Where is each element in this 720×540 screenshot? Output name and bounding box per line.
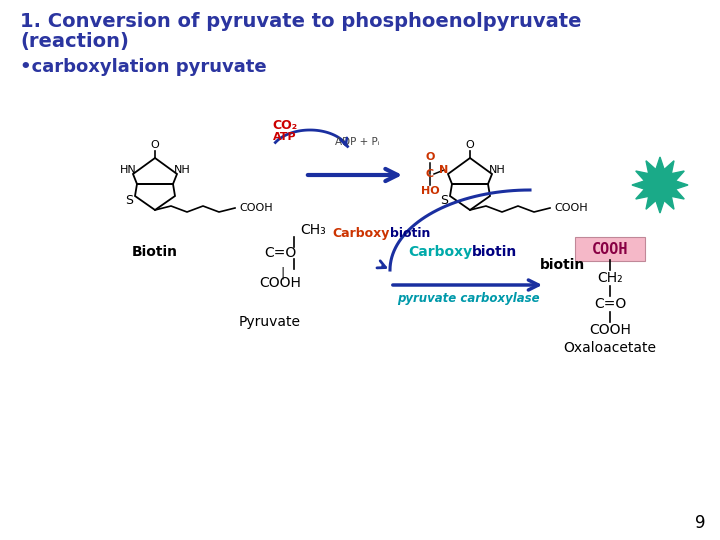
- Text: pyruvate carboxylase: pyruvate carboxylase: [397, 292, 539, 305]
- Text: biotin: biotin: [540, 258, 585, 272]
- Text: C: C: [426, 169, 434, 179]
- Text: biotin: biotin: [472, 245, 517, 259]
- Text: COOH: COOH: [589, 323, 631, 337]
- Text: Pyruvate: Pyruvate: [239, 315, 301, 329]
- Text: CO₂: CO₂: [272, 119, 297, 132]
- Text: (reaction): (reaction): [20, 32, 129, 51]
- Text: 9: 9: [696, 514, 706, 532]
- Text: N: N: [439, 165, 449, 175]
- Text: COOH: COOH: [592, 242, 629, 258]
- Text: C=O: C=O: [264, 246, 296, 260]
- Text: HN: HN: [120, 165, 136, 175]
- Text: Carboxy: Carboxy: [408, 245, 472, 259]
- Text: O: O: [426, 152, 435, 162]
- Text: Oxaloacetate: Oxaloacetate: [564, 341, 657, 355]
- Text: HO: HO: [420, 186, 439, 196]
- Text: COOH: COOH: [259, 276, 301, 290]
- Text: ATP: ATP: [273, 132, 297, 142]
- Text: COOH: COOH: [554, 203, 588, 213]
- Text: C=O: C=O: [594, 297, 626, 311]
- Text: NH: NH: [489, 165, 505, 175]
- Text: biotin: biotin: [390, 227, 431, 240]
- Text: Carboxy: Carboxy: [333, 227, 390, 240]
- Polygon shape: [632, 157, 688, 213]
- Text: O: O: [466, 140, 474, 150]
- Text: COOH: COOH: [239, 203, 273, 213]
- Text: ADP + Pᵢ: ADP + Pᵢ: [335, 137, 379, 147]
- Text: |: |: [281, 267, 285, 280]
- FancyBboxPatch shape: [575, 237, 645, 261]
- Text: S: S: [125, 193, 133, 206]
- Text: Biotin: Biotin: [132, 245, 178, 259]
- Text: CH₂: CH₂: [597, 271, 623, 285]
- Text: S: S: [440, 193, 448, 206]
- Text: 1. Conversion of pyruvate to phosphoenolpyruvate: 1. Conversion of pyruvate to phosphoenol…: [20, 12, 582, 31]
- Text: O: O: [150, 140, 159, 150]
- Text: NH: NH: [174, 165, 190, 175]
- Text: CH₃: CH₃: [300, 223, 325, 237]
- Text: •carboxylation pyruvate: •carboxylation pyruvate: [20, 58, 266, 76]
